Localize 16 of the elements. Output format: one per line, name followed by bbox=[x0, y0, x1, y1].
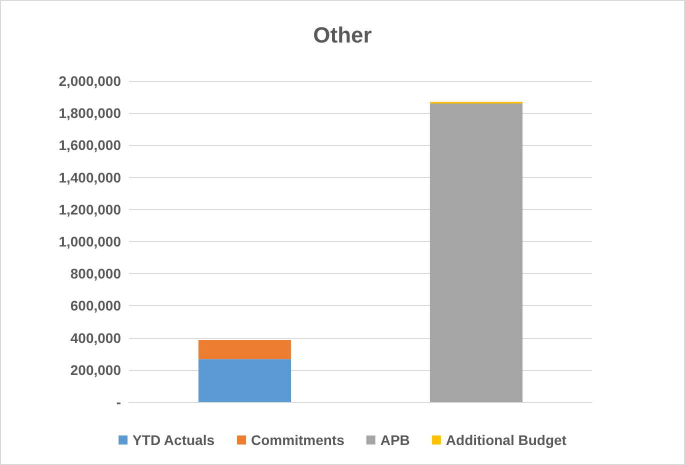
y-tick-label: 2,000,000 bbox=[58, 73, 122, 89]
y-tick-label: 600,000 bbox=[70, 298, 122, 314]
legend-label: YTD Actuals bbox=[132, 432, 215, 448]
chart-title: Other bbox=[313, 22, 372, 48]
y-tick-label: - bbox=[116, 394, 122, 410]
y-tick-label: 800,000 bbox=[70, 266, 122, 282]
y-tick-label: 1,800,000 bbox=[58, 105, 122, 122]
legend-label: Additional Budget bbox=[446, 432, 567, 448]
y-tick-label: 200,000 bbox=[70, 362, 122, 378]
y-tick-label: 1,000,000 bbox=[58, 234, 122, 250]
legend-label: Commitments bbox=[251, 432, 345, 448]
y-tick-label: 1,600,000 bbox=[58, 137, 122, 154]
legend-label: APB bbox=[380, 432, 410, 448]
y-tick-label: 1,400,000 bbox=[58, 169, 122, 186]
y-tick-label: 400,000 bbox=[70, 330, 122, 346]
y-tick-label: 1,200,000 bbox=[58, 201, 122, 218]
